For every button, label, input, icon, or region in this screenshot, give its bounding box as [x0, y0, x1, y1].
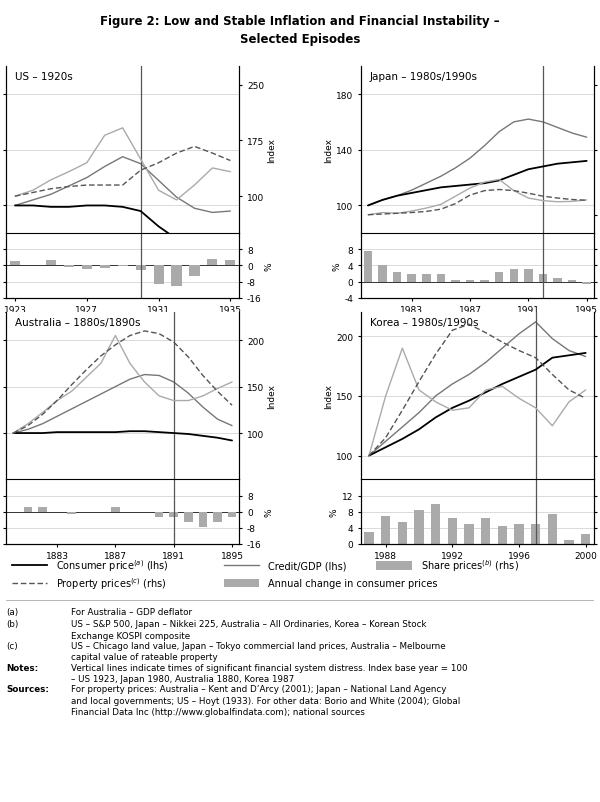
Text: Annual change in consumer prices: Annual change in consumer prices — [268, 578, 437, 588]
Bar — [172, 266, 182, 286]
Bar — [398, 522, 407, 544]
Y-axis label: %: % — [265, 261, 274, 270]
Bar — [10, 262, 20, 266]
Text: US – 1920s: US – 1920s — [16, 72, 73, 82]
Bar — [393, 272, 401, 282]
Bar — [431, 504, 440, 544]
Bar — [379, 266, 387, 282]
Bar — [190, 266, 200, 276]
Text: Sources:: Sources: — [6, 685, 49, 694]
Text: (a): (a) — [6, 607, 18, 616]
Bar — [111, 507, 119, 512]
Bar — [118, 266, 128, 267]
Text: Figure 2: Low and Stable Inflation and Financial Instability –
Selected Episodes: Figure 2: Low and Stable Inflation and F… — [100, 14, 500, 46]
Bar — [100, 266, 110, 269]
Text: (c): (c) — [6, 641, 18, 650]
Bar — [23, 507, 32, 512]
Bar — [548, 514, 557, 544]
Bar — [38, 507, 47, 512]
Bar — [481, 280, 489, 282]
Bar — [155, 512, 163, 517]
Bar — [169, 512, 178, 517]
Text: Notes:: Notes: — [6, 662, 38, 672]
Bar — [568, 280, 577, 282]
Bar — [154, 266, 164, 284]
Bar — [581, 534, 590, 544]
Bar — [509, 270, 518, 282]
Bar — [414, 510, 424, 544]
Bar — [553, 278, 562, 282]
Bar — [208, 260, 217, 266]
Bar — [184, 512, 193, 522]
Bar — [64, 266, 74, 268]
Bar — [376, 561, 412, 570]
Bar — [466, 280, 474, 282]
Bar — [226, 261, 235, 266]
Text: Japan – 1980s/1990s: Japan – 1980s/1990s — [370, 72, 478, 82]
Bar — [199, 512, 207, 527]
Bar — [531, 524, 541, 544]
Bar — [67, 512, 76, 514]
Bar — [514, 524, 524, 544]
Text: (b): (b) — [6, 619, 19, 628]
Bar — [46, 261, 56, 266]
Bar — [448, 518, 457, 544]
Y-axis label: %: % — [332, 261, 341, 270]
Bar — [495, 272, 503, 282]
Bar — [407, 274, 416, 282]
Bar — [539, 274, 547, 282]
Bar — [224, 579, 259, 587]
Bar — [451, 280, 460, 282]
Text: Vertical lines indicate times of significant financial system distress. Index ba: Vertical lines indicate times of signifi… — [71, 662, 467, 683]
Text: Korea – 1980s/1990s: Korea – 1980s/1990s — [370, 318, 479, 328]
Y-axis label: Index: Index — [267, 138, 276, 163]
Bar — [82, 266, 92, 270]
Bar — [136, 266, 146, 271]
Y-axis label: %: % — [330, 508, 339, 516]
Text: Credit/GDP (lhs): Credit/GDP (lhs) — [268, 561, 346, 571]
Text: Share prices$^{(b)}$ (rhs): Share prices$^{(b)}$ (rhs) — [421, 558, 518, 573]
Y-axis label: %: % — [265, 508, 274, 516]
Bar — [481, 518, 490, 544]
Bar — [564, 540, 574, 544]
Text: Property prices$^{(c)}$ (rhs): Property prices$^{(c)}$ (rhs) — [56, 575, 167, 591]
Bar — [422, 274, 431, 282]
Bar — [364, 532, 374, 544]
Bar — [464, 524, 474, 544]
Y-axis label: Index: Index — [324, 384, 333, 409]
Bar — [437, 274, 445, 282]
Y-axis label: Index: Index — [324, 138, 333, 163]
Bar — [381, 516, 391, 544]
Text: Australia – 1880s/1890s: Australia – 1880s/1890s — [16, 318, 141, 328]
Bar — [497, 526, 507, 544]
Bar — [213, 512, 221, 522]
Bar — [524, 270, 533, 282]
Bar — [228, 512, 236, 517]
Bar — [364, 252, 372, 282]
Text: US – S&P 500, Japan – Nikkei 225, Australia – All Ordinaries, Korea – Korean Sto: US – S&P 500, Japan – Nikkei 225, Austra… — [71, 619, 426, 640]
Bar — [583, 282, 591, 284]
Text: For property prices: Australia – Kent and D’Arcy (2001); Japan – National Land A: For property prices: Australia – Kent an… — [71, 685, 460, 716]
Text: US – Chicago land value, Japan – Tokyo commercial land prices, Australia – Melbo: US – Chicago land value, Japan – Tokyo c… — [71, 641, 445, 662]
Text: Consumer price$^{(a)}$ (lhs): Consumer price$^{(a)}$ (lhs) — [56, 558, 169, 573]
Text: For Australia – GDP deflator: For Australia – GDP deflator — [71, 607, 192, 616]
Y-axis label: Index: Index — [267, 384, 276, 409]
